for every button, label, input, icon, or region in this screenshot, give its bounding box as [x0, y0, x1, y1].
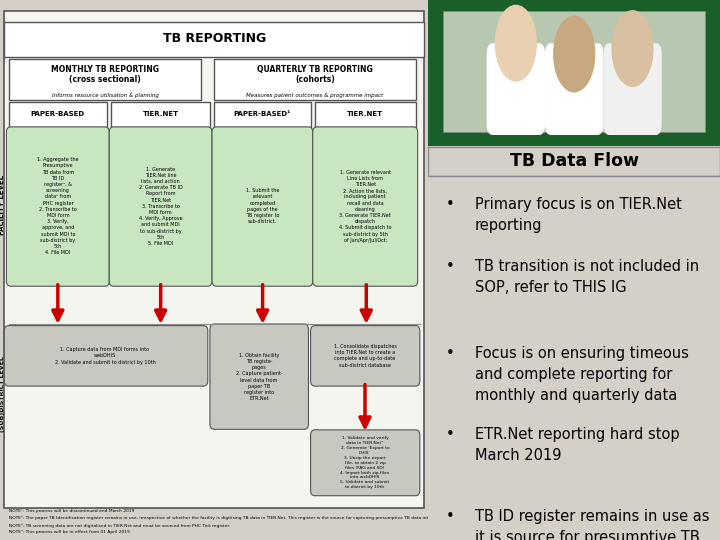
FancyBboxPatch shape	[310, 430, 420, 496]
Text: NOTE⁴: This process will be in effect from 01 April 2019.: NOTE⁴: This process will be in effect fr…	[9, 530, 131, 534]
Text: TB REPORTING: TB REPORTING	[163, 32, 266, 45]
Text: 1. Capture data from MDI forms into
webDHIS
2. Validate and submit to district b: 1. Capture data from MDI forms into webD…	[55, 347, 156, 365]
FancyBboxPatch shape	[212, 127, 312, 286]
Text: •: •	[446, 509, 454, 524]
Text: TB Data Flow: TB Data Flow	[510, 152, 639, 171]
Circle shape	[612, 11, 653, 86]
Text: 1. Consolidate dispatches
into TIER.Net to create a
complete and up-to-date
sub-: 1. Consolidate dispatches into TIER.Net …	[333, 344, 397, 368]
Text: NOTE³: TB screening data are not digitalised in TIER.Net and must be sourced fro: NOTE³: TB screening data are not digital…	[9, 523, 230, 528]
FancyBboxPatch shape	[603, 43, 662, 135]
FancyBboxPatch shape	[210, 324, 308, 429]
FancyBboxPatch shape	[9, 102, 107, 127]
Text: 1. Generate relevant
Line Lists from
TIER.Net
2. Action the lists,
including pat: 1. Generate relevant Line Lists from TIE…	[339, 170, 392, 243]
FancyBboxPatch shape	[310, 326, 420, 386]
Circle shape	[495, 5, 536, 81]
FancyBboxPatch shape	[315, 102, 415, 127]
FancyBboxPatch shape	[6, 127, 109, 286]
Text: 1. Aggregate the
Presumptive
TB data from
TB ID
register², &
screening
data³ fro: 1. Aggregate the Presumptive TB data fro…	[37, 157, 78, 255]
Text: Measures patient outcomes & programme impact: Measures patient outcomes & programme im…	[246, 92, 384, 98]
Text: ETR.Net reporting hard stop
March 2019: ETR.Net reporting hard stop March 2019	[475, 427, 680, 463]
Text: TIER.NET: TIER.NET	[143, 111, 179, 118]
Text: Primary focus is on TIER.Net
reporting: Primary focus is on TIER.Net reporting	[475, 197, 682, 233]
FancyBboxPatch shape	[312, 127, 418, 286]
FancyBboxPatch shape	[487, 43, 545, 135]
Text: 1. Validate and verify
data in TIER.Net⁴
2. Generate 'Export to
DHIS'
3. Unzip t: 1. Validate and verify data in TIER.Net⁴…	[341, 436, 390, 489]
Text: TB transition is not included in
SOP, refer to THIS IG: TB transition is not included in SOP, re…	[475, 259, 699, 295]
Text: PAPER-BASED: PAPER-BASED	[31, 111, 85, 118]
Text: 1. Generate
TIER.Net line
lists, and action
2. Generate TB ID
Report from
TIER.N: 1. Generate TIER.Net line lists, and act…	[139, 166, 183, 246]
Text: QUARTERLY TB REPORTING
(cohorts): QUARTERLY TB REPORTING (cohorts)	[257, 65, 373, 84]
Text: •: •	[446, 197, 454, 212]
FancyBboxPatch shape	[428, 176, 720, 540]
FancyBboxPatch shape	[109, 127, 212, 286]
Circle shape	[554, 16, 595, 92]
Text: 1. Obtain facility
TB registe-
pages
2. Capture patient-
level data from
paper T: 1. Obtain facility TB registe- pages 2. …	[236, 353, 282, 401]
Text: •: •	[446, 427, 454, 442]
Text: TB ID register remains in use as
it is source for presumptive TB
data capture: TB ID register remains in use as it is s…	[475, 509, 709, 540]
FancyBboxPatch shape	[443, 11, 706, 132]
FancyBboxPatch shape	[4, 326, 208, 386]
Text: 1. Submit the
relevant
completed
pages of the
TB register to
sub-district.: 1. Submit the relevant completed pages o…	[246, 188, 279, 224]
FancyBboxPatch shape	[9, 59, 202, 100]
FancyBboxPatch shape	[4, 22, 424, 57]
FancyBboxPatch shape	[428, 0, 720, 146]
Text: Focus is on ensuring timeous
and complete reporting for
monthly and quarterly da: Focus is on ensuring timeous and complet…	[475, 346, 689, 403]
Text: FACILITY LEVEL: FACILITY LEVEL	[0, 175, 5, 235]
Text: TIER.NET: TIER.NET	[347, 111, 383, 118]
FancyBboxPatch shape	[545, 43, 603, 135]
FancyBboxPatch shape	[428, 147, 720, 176]
FancyBboxPatch shape	[112, 102, 210, 127]
FancyBboxPatch shape	[215, 102, 310, 127]
Text: •: •	[446, 346, 454, 361]
Text: NOTE²: The paper TB Identification register remains in use, irrespective of whet: NOTE²: The paper TB Identification regis…	[9, 516, 452, 520]
Text: •: •	[446, 259, 454, 274]
Text: NOTE¹: This process will be discontinued end March 2019: NOTE¹: This process will be discontinued…	[9, 509, 134, 513]
FancyBboxPatch shape	[4, 11, 424, 508]
Text: MONTHLY TB REPORTING
(cross sectional): MONTHLY TB REPORTING (cross sectional)	[51, 65, 159, 84]
Text: PAPER-BASED¹: PAPER-BASED¹	[234, 111, 291, 118]
FancyBboxPatch shape	[215, 59, 415, 100]
Text: Informs resource utilisation & planning: Informs resource utilisation & planning	[52, 92, 158, 98]
Text: (SUB)DISTRICT LEVEL: (SUB)DISTRICT LEVEL	[0, 356, 4, 432]
